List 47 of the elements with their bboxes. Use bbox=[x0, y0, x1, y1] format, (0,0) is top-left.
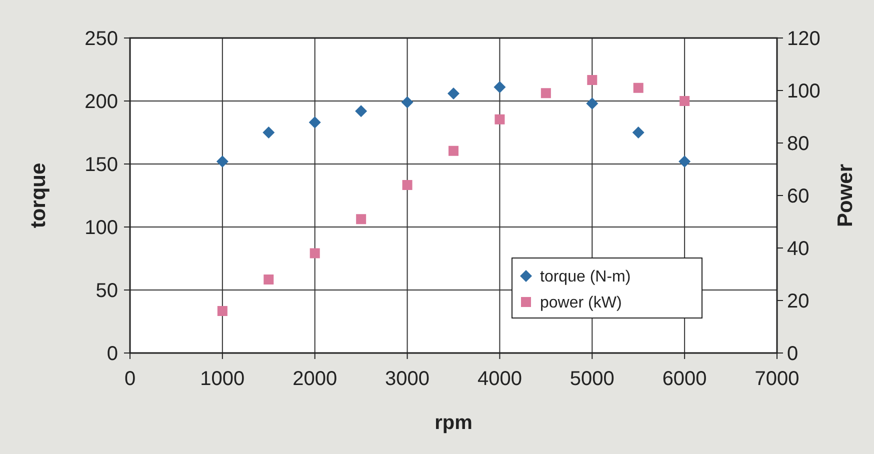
y2-axis-title: Power bbox=[834, 164, 857, 228]
point bbox=[678, 155, 691, 168]
point bbox=[586, 98, 598, 110]
x-axis-title: rpm bbox=[434, 412, 472, 434]
y-axis-title: torque bbox=[27, 162, 50, 228]
x-tick-label: 4000 bbox=[477, 368, 522, 390]
y2-tick-label: 100 bbox=[787, 80, 820, 102]
x-tick-label: 0 bbox=[124, 368, 136, 390]
y2-tick-label: 0 bbox=[787, 343, 798, 365]
point bbox=[494, 81, 506, 94]
point bbox=[355, 105, 368, 118]
point bbox=[216, 155, 228, 168]
y2-tick-label: 60 bbox=[787, 186, 810, 208]
point bbox=[540, 88, 551, 98]
point bbox=[356, 214, 366, 224]
point bbox=[308, 116, 321, 128]
y2-tick-label: 20 bbox=[787, 290, 810, 312]
point bbox=[448, 87, 460, 100]
x-tick-label: 7000 bbox=[754, 368, 800, 390]
y-tick-label: 200 bbox=[84, 91, 118, 113]
point bbox=[632, 126, 644, 138]
y2-tick-label: 80 bbox=[787, 133, 810, 155]
point bbox=[680, 96, 690, 106]
x-tick-label: 6000 bbox=[662, 368, 707, 390]
point bbox=[264, 274, 274, 284]
point bbox=[587, 75, 598, 85]
point bbox=[494, 114, 505, 124]
point bbox=[633, 82, 644, 93]
y-tick-label: 100 bbox=[84, 217, 118, 239]
x-tick-label: 1000 bbox=[200, 368, 245, 390]
x-tick-label: 2000 bbox=[292, 368, 338, 390]
point bbox=[402, 180, 412, 190]
point bbox=[310, 248, 320, 258]
point bbox=[448, 146, 458, 156]
x-tick-label: 3000 bbox=[385, 368, 430, 390]
legend-label: power (kW) bbox=[540, 294, 622, 312]
point bbox=[401, 96, 414, 108]
point bbox=[217, 306, 228, 316]
legend-label: torque (N-m) bbox=[540, 268, 631, 286]
y-tick-label: 150 bbox=[84, 154, 118, 176]
point bbox=[262, 126, 275, 138]
y-tick-label: 50 bbox=[96, 280, 118, 302]
y-tick-label: 0 bbox=[106, 343, 118, 365]
y-tick-label: 250 bbox=[84, 28, 118, 50]
y2-tick-label: 120 bbox=[787, 28, 820, 50]
y2-tick-label: 40 bbox=[787, 238, 810, 260]
x-tick-label: 5000 bbox=[570, 368, 614, 390]
